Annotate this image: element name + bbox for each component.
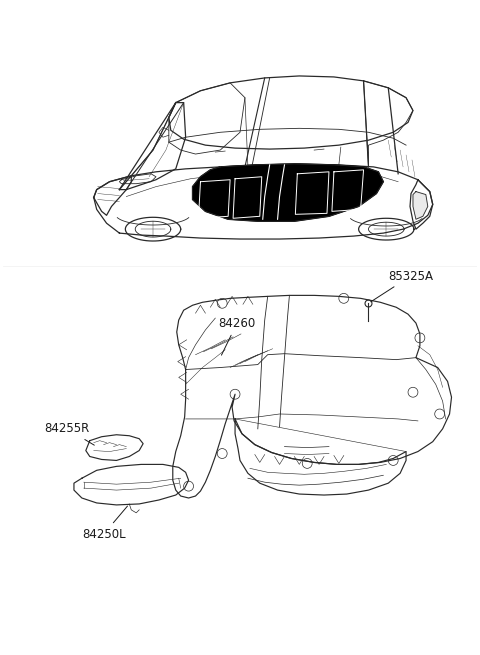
Polygon shape bbox=[192, 164, 384, 221]
Text: 84260: 84260 bbox=[218, 317, 255, 355]
Text: 85325A: 85325A bbox=[371, 269, 433, 302]
Polygon shape bbox=[413, 192, 428, 219]
Text: 84255R: 84255R bbox=[44, 422, 94, 445]
Text: 84250L: 84250L bbox=[82, 506, 128, 540]
